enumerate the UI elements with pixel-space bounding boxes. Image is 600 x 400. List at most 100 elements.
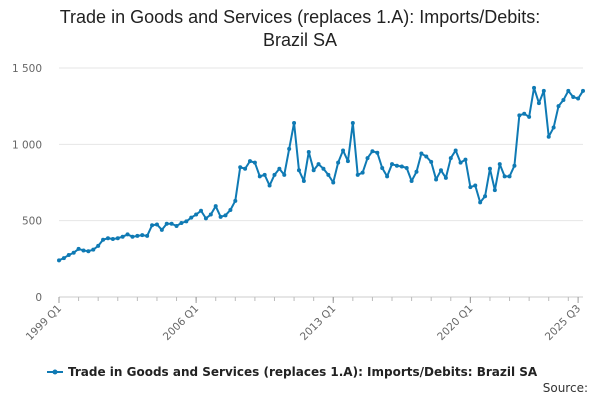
data-point[interactable] <box>546 134 551 139</box>
data-point[interactable] <box>262 172 267 177</box>
data-point[interactable] <box>179 220 184 225</box>
data-point[interactable] <box>277 166 282 171</box>
data-point[interactable] <box>502 174 507 179</box>
data-point[interactable] <box>282 172 287 177</box>
data-point[interactable] <box>238 165 243 170</box>
data-point[interactable] <box>390 162 395 167</box>
data-point[interactable] <box>541 88 546 93</box>
data-point[interactable] <box>130 234 135 239</box>
data-point[interactable] <box>86 249 91 254</box>
data-point[interactable] <box>252 160 257 165</box>
data-point[interactable] <box>453 148 458 153</box>
data-point[interactable] <box>272 172 277 177</box>
data-point[interactable] <box>507 174 512 179</box>
data-point[interactable] <box>341 148 346 153</box>
data-point[interactable] <box>414 169 419 174</box>
data-point[interactable] <box>576 96 581 101</box>
data-point[interactable] <box>429 159 434 164</box>
data-point[interactable] <box>233 198 238 203</box>
data-point[interactable] <box>154 222 159 227</box>
data-point[interactable] <box>61 256 66 261</box>
data-point[interactable] <box>375 150 380 155</box>
data-point[interactable] <box>199 208 204 213</box>
data-point[interactable] <box>66 253 71 258</box>
data-point[interactable] <box>419 151 424 156</box>
data-point[interactable] <box>301 178 306 183</box>
data-point[interactable] <box>213 204 218 209</box>
data-point[interactable] <box>208 212 213 217</box>
data-point[interactable] <box>125 232 130 237</box>
data-point[interactable] <box>478 200 483 205</box>
data-point[interactable] <box>135 233 140 238</box>
data-point[interactable] <box>150 223 155 228</box>
data-point[interactable] <box>331 180 336 185</box>
data-point[interactable] <box>522 111 527 116</box>
data-point[interactable] <box>296 168 301 173</box>
data-point[interactable] <box>370 149 375 154</box>
data-point[interactable] <box>203 216 208 221</box>
data-point[interactable] <box>443 175 448 180</box>
data-point[interactable] <box>561 98 566 103</box>
data-point[interactable] <box>164 221 169 226</box>
data-point[interactable] <box>306 149 311 154</box>
data-point[interactable] <box>105 236 110 241</box>
legend-label[interactable]: Trade in Goods and Services (replaces 1.… <box>68 365 538 379</box>
data-point[interactable] <box>174 224 179 229</box>
data-point[interactable] <box>120 234 125 239</box>
data-point[interactable] <box>556 104 561 109</box>
data-point[interactable] <box>448 156 453 161</box>
data-point[interactable] <box>194 212 199 217</box>
data-point[interactable] <box>512 163 517 168</box>
data-point[interactable] <box>517 113 522 118</box>
data-point[interactable] <box>581 88 585 93</box>
data-point[interactable] <box>424 154 429 159</box>
data-point[interactable] <box>483 194 488 199</box>
data-point[interactable] <box>101 237 106 242</box>
data-point[interactable] <box>497 162 502 167</box>
data-point[interactable] <box>247 159 252 164</box>
data-point[interactable] <box>394 163 399 168</box>
data-point[interactable] <box>311 168 316 173</box>
data-point[interactable] <box>145 233 150 238</box>
data-point[interactable] <box>336 160 341 165</box>
data-point[interactable] <box>321 166 326 171</box>
data-point[interactable] <box>184 219 189 224</box>
data-point[interactable] <box>316 162 321 167</box>
data-point[interactable] <box>463 157 468 162</box>
data-point[interactable] <box>571 95 576 100</box>
data-point[interactable] <box>76 246 81 251</box>
data-point[interactable] <box>110 236 115 241</box>
data-point[interactable] <box>57 258 61 263</box>
data-point[interactable] <box>140 233 145 238</box>
data-point[interactable] <box>228 207 233 212</box>
data-point[interactable] <box>458 160 463 165</box>
data-point[interactable] <box>91 247 96 252</box>
data-point[interactable] <box>404 166 409 170</box>
data-point[interactable] <box>360 170 365 175</box>
data-point[interactable] <box>115 236 120 241</box>
data-point[interactable] <box>96 243 101 248</box>
data-point[interactable] <box>385 174 390 179</box>
data-point[interactable] <box>243 166 248 171</box>
data-point[interactable] <box>159 227 164 232</box>
data-point[interactable] <box>551 125 556 130</box>
data-point[interactable] <box>438 168 443 173</box>
data-point[interactable] <box>473 183 478 188</box>
data-point[interactable] <box>566 88 571 93</box>
data-point[interactable] <box>71 250 76 255</box>
data-point[interactable] <box>223 213 228 218</box>
data-point[interactable] <box>267 183 272 188</box>
data-point[interactable] <box>189 215 194 220</box>
data-point[interactable] <box>399 164 404 169</box>
data-point[interactable] <box>350 120 355 125</box>
data-point[interactable] <box>355 172 360 177</box>
data-point[interactable] <box>527 114 532 119</box>
data-point[interactable] <box>345 159 350 164</box>
data-point[interactable] <box>492 188 497 193</box>
data-point[interactable] <box>218 214 223 219</box>
data-point[interactable] <box>257 174 262 179</box>
data-point[interactable] <box>434 177 439 182</box>
data-point[interactable] <box>409 178 414 183</box>
data-point[interactable] <box>292 120 297 125</box>
data-point[interactable] <box>326 172 331 177</box>
